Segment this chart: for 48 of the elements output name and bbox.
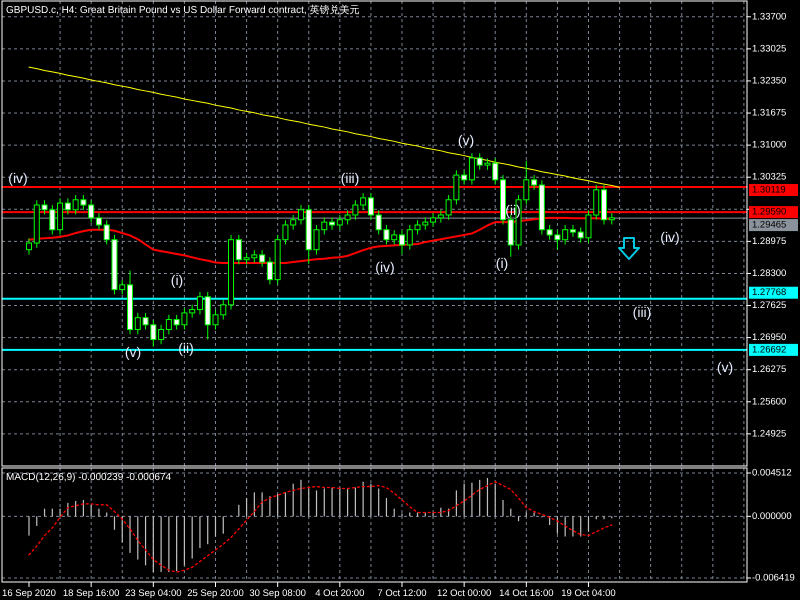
- y-tick-label: 1.32350: [752, 75, 786, 86]
- y-tick-label: 1.26950: [752, 332, 786, 344]
- x-tick-label: 16 Sep 2020: [2, 588, 56, 599]
- y-tick-label: 1.28975: [752, 236, 786, 247]
- annotation: (v): [716, 359, 734, 375]
- ref-line-label: 1.27768: [752, 287, 786, 298]
- annotation: (iv): [660, 229, 680, 245]
- x-tick-label: 7 Oct 12:00: [377, 588, 427, 599]
- x-tick-label: 12 Oct 00:00: [436, 588, 492, 599]
- y-tick-label: 1.33700: [752, 11, 786, 22]
- y-tick-label: 1.31000: [752, 140, 786, 151]
- x-tick-label: 18 Sep 16:00: [62, 588, 120, 599]
- y-tick-label: 1.33025: [752, 43, 786, 54]
- annotation: (i): [170, 272, 184, 288]
- annotation: (iii): [340, 170, 360, 186]
- x-tick-label: 14 Oct 16:00: [499, 588, 554, 599]
- annotation: (v): [458, 132, 474, 148]
- annotation: (i): [496, 255, 508, 271]
- ref-line-label: 1.29590: [752, 206, 786, 218]
- y-tick-label: 1.26275: [752, 364, 786, 376]
- candlestick: [26, 238, 32, 255]
- candlestick: [212, 310, 218, 330]
- x-tick-label: 4 Oct 20:00: [315, 588, 364, 599]
- y-tick-label: 0.000000: [752, 510, 792, 522]
- y-tick-label: 1.31675: [752, 108, 786, 119]
- chart-title: MACD(12,26,9) -0.000239 -0.000674: [6, 472, 172, 483]
- candlestick: [585, 210, 592, 244]
- x-tick-label: 19 Oct 04:00: [561, 588, 616, 599]
- y-tick-label: -0.006419: [752, 572, 795, 584]
- y-tick-label: 1.25600: [752, 396, 786, 408]
- y-tick-label: 1.30325: [752, 172, 786, 183]
- x-tick-label: 23 Sep 04:00: [125, 588, 182, 599]
- candlestick: [608, 212, 615, 225]
- y-tick-label: 1.28300: [752, 268, 786, 279]
- annotation: (iv): [375, 259, 395, 275]
- y-tick-label: 0.004512: [752, 468, 792, 478]
- ref-line-label: 1.26692: [752, 344, 786, 356]
- ref-line-label: 1.30119: [752, 184, 786, 196]
- annotation: (iii): [632, 304, 652, 320]
- annotation: (iv): [8, 170, 28, 186]
- y-tick-label: 1.27625: [752, 300, 786, 312]
- x-tick-label: 25 Sep 20:00: [187, 588, 244, 599]
- chart-title: GBPUSD.c, H4: Great Britain Pound vs US Dollar Forward contract, 英镑兑美元: [6, 4, 360, 16]
- ref-line-label: 1.29465: [752, 220, 786, 231]
- x-tick-label: 30 Sep 08:00: [249, 588, 306, 599]
- candlestick: [398, 230, 405, 255]
- candlestick: [314, 224, 320, 255]
- y-tick-label: 1.24925: [752, 428, 786, 440]
